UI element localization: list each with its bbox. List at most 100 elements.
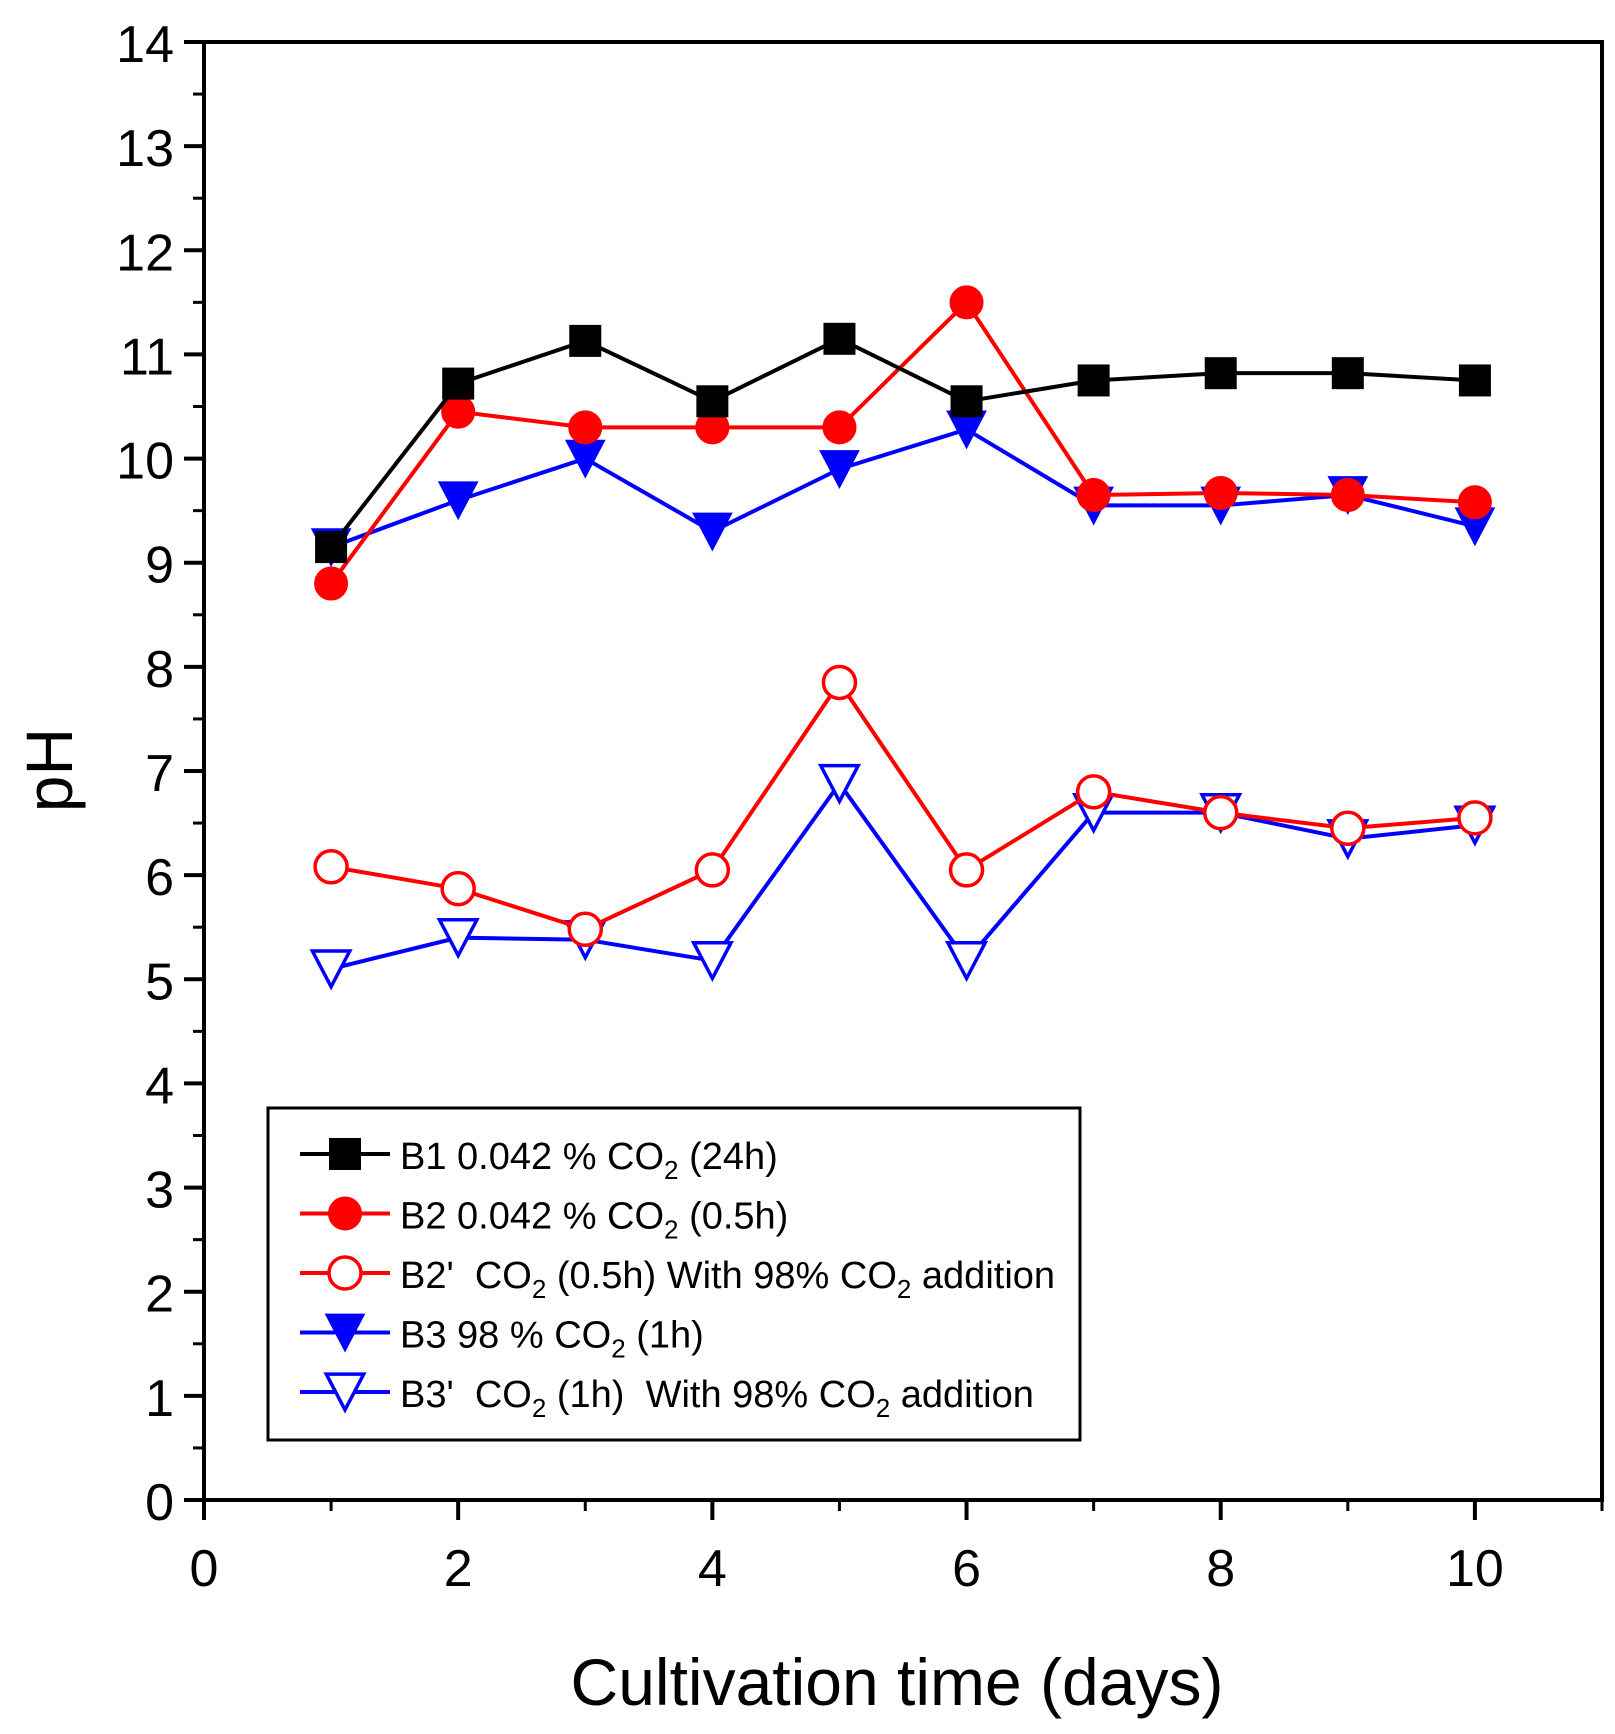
legend-subscript: 2 — [897, 1274, 911, 1304]
data-point — [690, 940, 734, 983]
data-point — [949, 285, 984, 320]
data-point — [1204, 357, 1237, 390]
y-tick-label: 7 — [145, 745, 174, 803]
legend-box — [266, 1106, 1082, 1442]
legend-text: (0.5h) With 98% CO — [546, 1255, 897, 1297]
legend-label: B1 0.042 % CO2 (24h) — [400, 1136, 778, 1185]
data-point — [823, 322, 856, 355]
data-point — [314, 566, 349, 601]
legend-marker — [327, 1255, 363, 1291]
legend-subscript: 2 — [532, 1274, 546, 1304]
data-point — [1202, 794, 1239, 831]
y-tick-label: 2 — [145, 1266, 174, 1324]
data-point — [1458, 364, 1491, 397]
data-point — [1077, 364, 1110, 397]
x-axis-label: Cultivation time (days) — [571, 1645, 1224, 1719]
x-tick-label: 0 — [190, 1540, 219, 1598]
legend-entry: B3' CO2 (1h) With 98% CO2 addition — [300, 1372, 1034, 1423]
data-point — [1075, 774, 1112, 810]
legend-text: B3 98 % CO — [400, 1315, 611, 1357]
legend-label: B2 0.042 % CO2 (0.5h) — [400, 1196, 788, 1245]
data-point — [440, 870, 476, 907]
data-point — [309, 949, 353, 991]
legend-marker — [323, 1372, 367, 1414]
data-point — [948, 852, 985, 888]
y-tick-label: 11 — [120, 328, 174, 386]
x-tick-label: 8 — [1206, 1540, 1235, 1598]
data-point — [817, 763, 862, 806]
legend-text: addition — [911, 1255, 1055, 1297]
legend-entry: B1 0.042 % CO2 (24h) — [300, 1136, 778, 1185]
legend-subscript: 2 — [611, 1334, 625, 1364]
legend-text: B3' CO — [400, 1374, 532, 1416]
data-point — [442, 367, 475, 400]
legend-text: (1h) — [626, 1315, 704, 1357]
legend-entry: B3 98 % CO2 (1h) — [300, 1313, 704, 1364]
legend-entry: B2' CO2 (0.5h) With 98% CO2 addition — [300, 1255, 1055, 1304]
data-point — [694, 852, 731, 888]
series-line — [330, 680, 1476, 932]
series-line — [329, 300, 1476, 585]
legend-text: B2 0.042 % CO — [400, 1196, 664, 1238]
legend-text: addition — [890, 1374, 1034, 1416]
legend-text: (0.5h) — [679, 1196, 789, 1238]
series-2 — [314, 285, 1492, 601]
legend-subscript: 2 — [664, 1215, 678, 1245]
data-point — [1203, 475, 1238, 510]
y-tick-label: 14 — [116, 16, 174, 74]
data-point — [315, 531, 348, 564]
data-point — [1331, 357, 1364, 390]
data-point — [567, 911, 604, 948]
data-point — [568, 410, 603, 445]
data-point — [1457, 485, 1492, 520]
y-tick-label: 5 — [145, 953, 174, 1011]
series-line — [329, 336, 1476, 549]
legend-marker — [328, 1196, 362, 1231]
y-tick-label: 0 — [145, 1474, 174, 1532]
data-point — [692, 512, 733, 552]
data-point — [1330, 478, 1365, 513]
legend-subscript: 2 — [532, 1393, 546, 1423]
legend-text: (1h) With 98% CO — [546, 1374, 875, 1416]
legend-entry: B2 0.042 % CO2 (0.5h) — [300, 1196, 788, 1245]
y-tick-label: 13 — [116, 120, 174, 178]
y-tick-label: 3 — [145, 1162, 174, 1220]
legend-label: B3 98 % CO2 (1h) — [400, 1315, 704, 1364]
data-point — [950, 385, 983, 418]
legend-label: B3' CO2 (1h) With 98% CO2 addition — [400, 1374, 1034, 1423]
legend-subscript: 2 — [876, 1393, 890, 1423]
data-point — [819, 450, 860, 489]
y-tick-label: 10 — [116, 433, 174, 491]
series-layer — [309, 285, 1497, 991]
data-point — [569, 324, 602, 357]
y-tick-label: 6 — [145, 849, 174, 907]
data-point — [1076, 478, 1111, 513]
legend: B1 0.042 % CO2 (24h)B2 0.042 % CO2 (0.5h… — [266, 1106, 1082, 1442]
legend-label: B2' CO2 (0.5h) With 98% CO2 addition — [400, 1255, 1055, 1304]
data-point — [436, 918, 480, 960]
data-point — [1330, 810, 1366, 847]
data-point — [696, 385, 729, 418]
data-point — [313, 849, 349, 885]
y-tick-label: 4 — [145, 1057, 174, 1115]
data-point — [944, 940, 989, 983]
y-tick-label: 9 — [145, 537, 174, 595]
series-line — [330, 781, 1476, 971]
data-point — [437, 481, 479, 521]
series-1 — [315, 322, 1491, 564]
data-point — [821, 664, 858, 701]
x-tick-label: 6 — [952, 1540, 981, 1598]
data-point — [822, 410, 857, 445]
legend-marker — [324, 1313, 366, 1353]
series-3 — [313, 664, 1493, 948]
series-line — [330, 427, 1476, 549]
legend-text: B2' CO — [400, 1255, 532, 1297]
y-tick-label: 12 — [116, 224, 174, 282]
legend-text: (24h) — [679, 1136, 778, 1178]
x-tick-label: 10 — [1446, 1540, 1504, 1598]
y-tick-label: 8 — [145, 641, 174, 699]
x-tick-label: 4 — [698, 1540, 727, 1598]
